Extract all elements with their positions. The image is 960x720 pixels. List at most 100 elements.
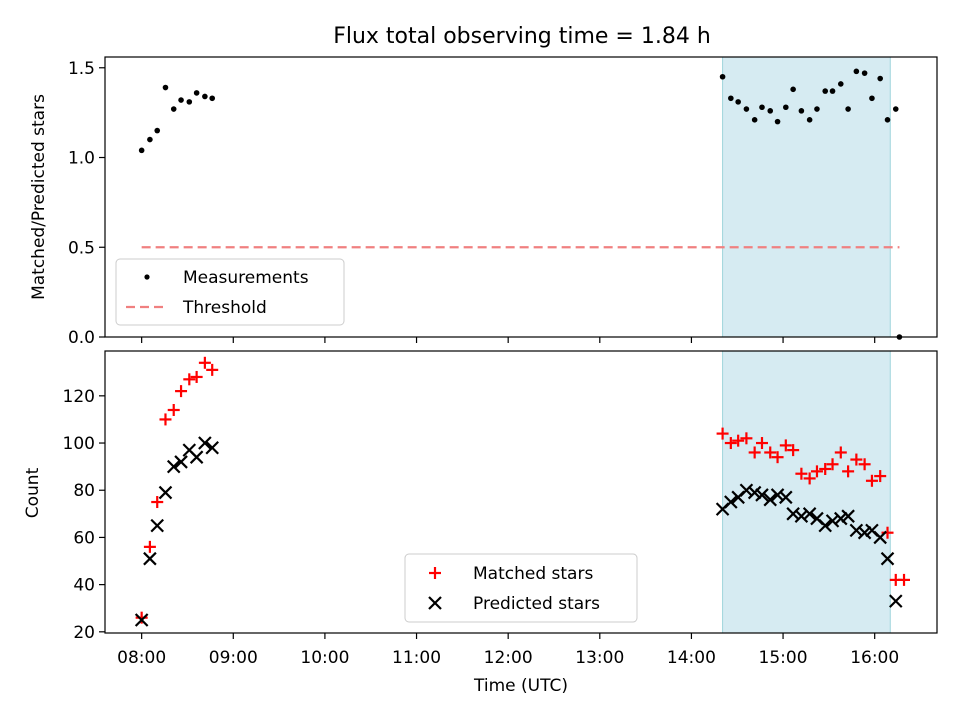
measurement-point — [202, 93, 208, 100]
measurement-point — [884, 117, 891, 123]
predicted-star-point — [724, 495, 738, 509]
matched-star-point — [787, 444, 800, 457]
matched-star-point — [834, 446, 847, 459]
matched-star-point — [819, 462, 832, 475]
count-y-tick-label: 60 — [73, 528, 95, 548]
predicted-star-point — [134, 613, 149, 627]
time-x-axis: 08:00 09:00 10:00 11:00 12:00 13:00 14:00 15:00… — [117, 633, 899, 668]
predicted-star-stroke-b — [818, 518, 832, 533]
measurement-point — [719, 73, 726, 80]
matched-star-point — [755, 437, 768, 450]
time-x-tick-label: 10:00 — [300, 648, 349, 668]
predicted-star-point — [825, 514, 840, 528]
time-x-tick-label: 12:00 — [484, 648, 533, 668]
matched-star-point — [716, 427, 729, 440]
measurement-point — [892, 106, 899, 112]
predicted-star-point — [873, 530, 887, 545]
predicted-star-point — [849, 523, 864, 538]
count-y-axis: 20 40 60 80 100 120 — [63, 387, 105, 643]
matched-star-point — [190, 370, 203, 383]
matched-star-point — [826, 458, 839, 471]
measurement-point — [170, 106, 177, 112]
predicted-star-point — [794, 509, 809, 523]
count-legend-box — [404, 553, 638, 623]
predicted-star-stroke-b — [174, 455, 188, 469]
matched-star-point — [810, 465, 823, 478]
legend-marker-predicted — [428, 596, 442, 610]
measurement-point — [869, 95, 875, 102]
measurement-point — [783, 104, 789, 111]
count-y-tick-label: 20 — [73, 623, 95, 643]
predicted-star-point — [755, 488, 769, 502]
predicted-star-point — [747, 485, 762, 500]
ratio-x-axis — [141, 337, 876, 343]
measurement-point — [877, 75, 883, 82]
ratio-panel: 0.0 0.5 1.0 1.5 Matched/Predicted stars Mea… — [29, 56, 938, 348]
matched-stars-points — [135, 356, 911, 624]
predicted-star-stroke-b — [755, 488, 769, 502]
count-y-tick-label: 100 — [63, 434, 95, 454]
predicted-star-point — [198, 436, 212, 450]
predicted-star-point — [158, 485, 173, 500]
matched-star-point — [143, 540, 156, 553]
ratio-panel-frame — [104, 56, 938, 338]
matched-star-point — [724, 437, 737, 450]
measurement-point — [822, 88, 829, 94]
ratio-y-tick-label: 0.5 — [68, 238, 95, 258]
legend-label-predicted: Predicted stars — [473, 594, 600, 614]
ratio-y-label: Matched/Predicted stars — [29, 94, 49, 300]
time-x-tick-label: 14:00 — [667, 648, 716, 668]
time-x-tick-label: 16:00 — [850, 648, 899, 668]
matched-star-point — [175, 385, 188, 398]
measurement-point — [790, 86, 796, 93]
measurement-point — [774, 118, 781, 125]
measurement-point — [806, 117, 813, 123]
predicted-star-stroke-b — [880, 551, 895, 566]
matched-star-point — [850, 453, 863, 466]
measurement-point — [178, 97, 184, 103]
predicted-star-stroke-b — [779, 490, 793, 505]
predicted-star-point — [834, 511, 848, 526]
predicted-star-point — [205, 440, 219, 455]
predicted-star-stroke-b — [849, 523, 864, 538]
predicted-star-stroke-b — [166, 459, 181, 474]
predicted-star-point — [857, 525, 872, 540]
time-x-tick-label: 09:00 — [209, 648, 258, 668]
measurement-point — [845, 106, 851, 112]
predicted-star-point — [189, 450, 204, 464]
predicted-star-stroke-b — [786, 507, 800, 521]
predicted-star-point — [802, 507, 817, 521]
ratio-y-axis: 0.0 0.5 1.0 1.5 — [68, 59, 105, 348]
observing-window-shade-bottom — [722, 350, 891, 634]
matched-star-point — [842, 465, 855, 478]
time-x-label: Time (UTC) — [473, 676, 568, 696]
matched-star-point — [795, 467, 808, 480]
measurement-point — [186, 99, 193, 105]
predicted-star-stroke-b — [724, 495, 738, 509]
predicted-star-point — [841, 509, 855, 523]
legend-label-threshold: Threshold — [182, 298, 267, 318]
ratio-y-tick-label: 1.0 — [68, 149, 95, 169]
count-y-label: Count — [23, 467, 43, 518]
matched-star-point — [167, 403, 180, 416]
matched-star-point — [198, 356, 211, 369]
predicted-star-stroke-b — [182, 443, 197, 457]
predicted-star-stroke-b — [825, 514, 840, 528]
ratio-legend-box — [115, 258, 345, 326]
measurement-point — [162, 84, 169, 91]
predicted-star-stroke-b — [198, 436, 212, 450]
predicted-star-point — [818, 518, 832, 533]
predicted-star-stroke-b — [770, 488, 785, 502]
count-y-tick-label: 40 — [73, 576, 95, 596]
matched-star-point — [858, 458, 871, 471]
measurement-point — [147, 136, 153, 143]
matched-star-point — [898, 573, 911, 586]
matched-star-point — [779, 439, 792, 452]
legend-marker-matched — [429, 567, 441, 579]
predicted-star-stroke-b — [739, 483, 754, 498]
time-x-tick-label: 15:00 — [759, 648, 808, 668]
matched-star-point — [740, 432, 753, 445]
predicted-star-stroke-b — [205, 440, 219, 455]
measurement-point — [837, 81, 844, 87]
predicted-star-stroke-b — [158, 485, 173, 500]
